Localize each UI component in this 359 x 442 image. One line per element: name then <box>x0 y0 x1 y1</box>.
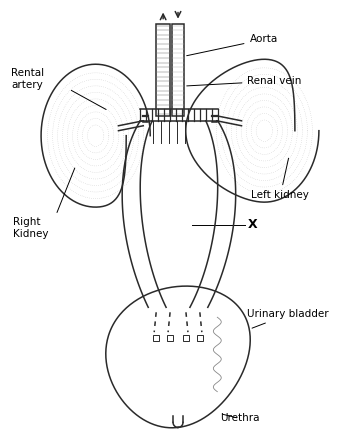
Bar <box>197 335 203 341</box>
Bar <box>156 23 170 116</box>
Text: Rental
artery: Rental artery <box>11 69 45 90</box>
Bar <box>183 335 189 341</box>
Text: Left kidney: Left kidney <box>251 158 309 200</box>
Text: Urethra: Urethra <box>220 413 259 423</box>
Bar <box>167 335 173 341</box>
Text: X: X <box>247 218 257 232</box>
Text: Renal vein: Renal vein <box>187 76 302 86</box>
Text: Urinary bladder: Urinary bladder <box>247 309 329 328</box>
Bar <box>153 335 159 341</box>
Bar <box>172 23 184 116</box>
Text: Aorta: Aorta <box>187 34 278 56</box>
Text: Right
Kidney: Right Kidney <box>13 217 49 239</box>
